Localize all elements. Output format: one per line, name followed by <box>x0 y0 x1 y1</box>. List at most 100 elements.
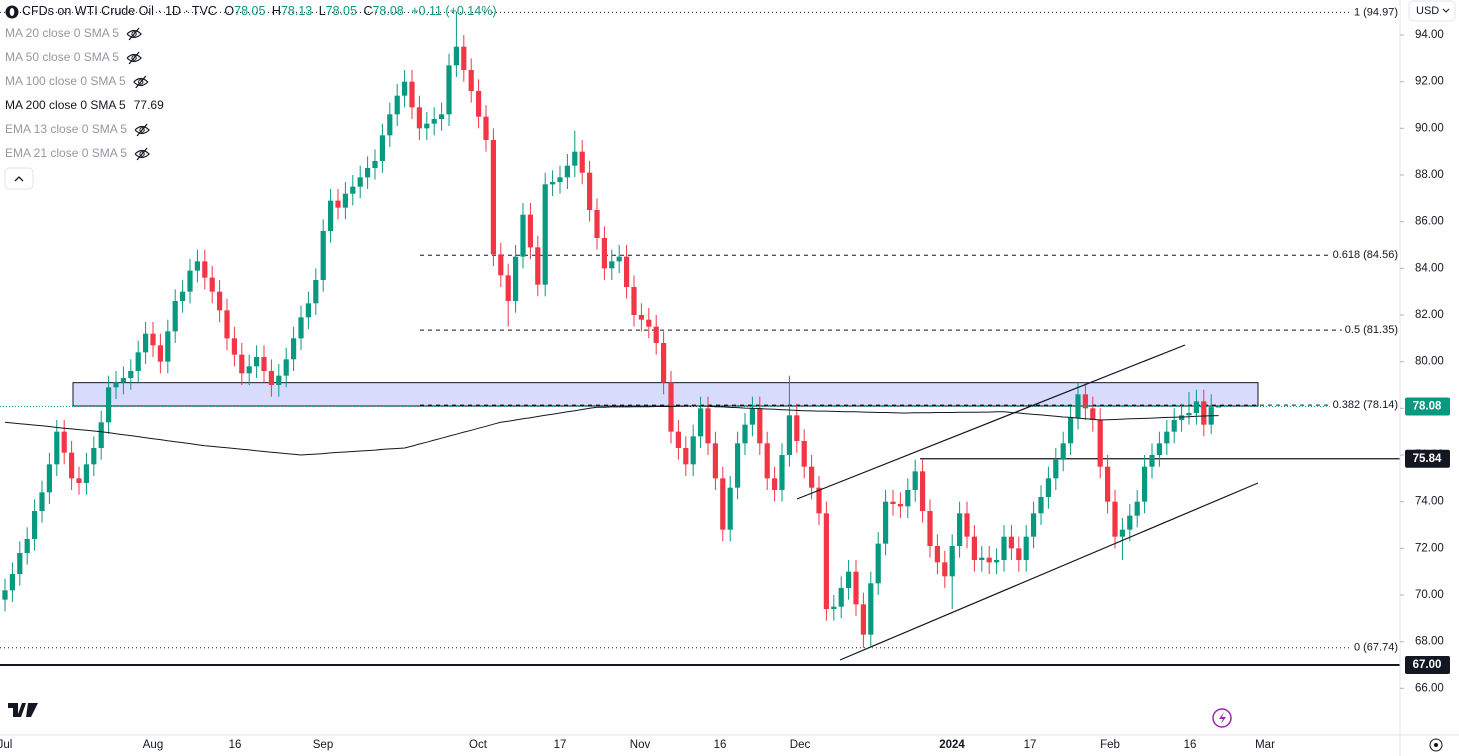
x-tick-label: Dec <box>790 739 811 751</box>
candle-body <box>476 91 482 117</box>
candle-body <box>505 275 511 301</box>
candle-body <box>372 161 378 168</box>
fib-label: 0 (67.74) <box>1354 642 1398 654</box>
x-tick-label: Sep <box>313 739 333 751</box>
y-tick-label: 92.00 <box>1415 76 1444 88</box>
candle-body <box>542 184 548 285</box>
candle-body <box>165 331 171 362</box>
candle-body <box>1060 443 1066 460</box>
candle-body <box>431 119 437 124</box>
indicator-name[interactable]: EMA 21 close 0 SMA 5 <box>5 146 127 160</box>
currency-label[interactable]: USD <box>1416 5 1439 17</box>
candle-body <box>890 501 896 504</box>
ohlc-label: O <box>224 4 234 18</box>
candle-body <box>313 280 319 304</box>
candle-body <box>949 546 955 577</box>
hidden-eye-icon[interactable] <box>133 75 149 89</box>
candle-body <box>453 46 459 66</box>
candle-body <box>268 371 274 385</box>
candle-body <box>106 387 112 423</box>
candle-body <box>698 408 704 437</box>
indicator-name[interactable]: MA 50 close 0 SMA 5 <box>5 50 119 64</box>
indicator-name[interactable]: MA 100 close 0 SMA 5 <box>5 74 126 88</box>
candle-body <box>83 464 89 483</box>
ohlc-value: 78.05 <box>326 4 357 18</box>
fib-label: 0.618 (84.56) <box>1333 249 1398 261</box>
hidden-eye-icon[interactable] <box>139 151 145 157</box>
indicator-name[interactable]: MA 200 close 0 SMA 5 <box>5 98 126 112</box>
x-tick-label: Aug <box>143 739 163 751</box>
ideas-icon[interactable] <box>1212 708 1232 728</box>
hidden-eye-icon[interactable] <box>126 27 142 41</box>
fib-label-bg <box>1329 249 1400 262</box>
candle-body <box>46 464 52 493</box>
candle-body <box>624 256 630 287</box>
candle-body <box>254 357 260 367</box>
candle-body <box>1038 497 1044 514</box>
candle-body <box>964 513 970 537</box>
candle-body <box>801 441 807 467</box>
y-tick-label: 90.00 <box>1415 122 1444 134</box>
collapse-icon[interactable] <box>14 176 24 182</box>
candle-body <box>986 557 992 563</box>
candle-body <box>231 338 237 355</box>
candle-body <box>365 168 371 178</box>
candle-body <box>342 193 348 208</box>
settings-icon[interactable] <box>1429 738 1443 752</box>
settings-icon[interactable] <box>1434 743 1438 747</box>
ohlc-label: L <box>319 4 326 18</box>
tradingview-logo[interactable] <box>8 703 38 717</box>
candle-body <box>402 81 408 96</box>
indicator-name[interactable]: MA 20 close 0 SMA 5 <box>5 26 119 40</box>
hidden-eye-icon[interactable] <box>138 79 144 85</box>
candle-body <box>1193 401 1199 413</box>
ideas-icon[interactable] <box>1219 712 1226 724</box>
ma-line <box>4 405 1219 456</box>
candle-body <box>927 511 933 546</box>
candle-body <box>860 604 866 635</box>
candle-body <box>32 511 38 539</box>
candle-body <box>920 471 926 511</box>
candle-body <box>113 382 119 388</box>
candle-body <box>61 431 67 453</box>
candle-body <box>572 151 578 166</box>
candle-body <box>39 492 45 511</box>
hidden-eye-icon[interactable] <box>131 31 137 37</box>
hidden-eye-icon[interactable] <box>131 55 137 61</box>
x-tick-label: 17 <box>1024 739 1037 751</box>
candle-body <box>764 443 770 479</box>
x-tick-label: Nov <box>630 739 651 751</box>
hidden-eye-icon[interactable] <box>139 127 145 133</box>
candle-body <box>1127 515 1133 530</box>
candle-body <box>1023 536 1029 560</box>
candle-body <box>942 562 948 577</box>
hidden-eye-icon[interactable] <box>134 123 150 137</box>
indicator-name[interactable]: EMA 13 close 0 SMA 5 <box>5 122 127 136</box>
candle-body <box>98 422 104 448</box>
candle-body <box>579 151 585 173</box>
fib-label-bg <box>1350 641 1400 654</box>
fib-label: 1 (94.97) <box>1354 6 1398 18</box>
candle-body <box>1156 443 1162 455</box>
candle-body <box>735 443 741 488</box>
candle-body <box>9 574 15 591</box>
collapse-button[interactable] <box>4 167 34 190</box>
currency-button[interactable] <box>1408 0 1456 22</box>
hidden-eye-icon[interactable] <box>134 147 150 161</box>
hidden-eye-icon[interactable] <box>126 51 142 65</box>
candle-body <box>172 301 178 332</box>
candle-body <box>823 513 829 609</box>
dropdown-arrow[interactable] <box>1442 8 1450 13</box>
ohlc-value: 78.05 <box>234 4 265 18</box>
price-badge <box>1405 449 1450 468</box>
candle-body <box>631 287 637 315</box>
candle-body <box>387 114 393 136</box>
candle-body <box>143 333 149 353</box>
candle-body <box>69 452 75 479</box>
x-tick-label: 2024 <box>939 739 965 751</box>
candle-body <box>668 382 674 432</box>
x-tick-label: Jul <box>0 739 12 751</box>
candle-body <box>1045 478 1051 497</box>
candle-body <box>1090 408 1096 420</box>
last-price-label: 78.08 <box>1413 400 1442 412</box>
